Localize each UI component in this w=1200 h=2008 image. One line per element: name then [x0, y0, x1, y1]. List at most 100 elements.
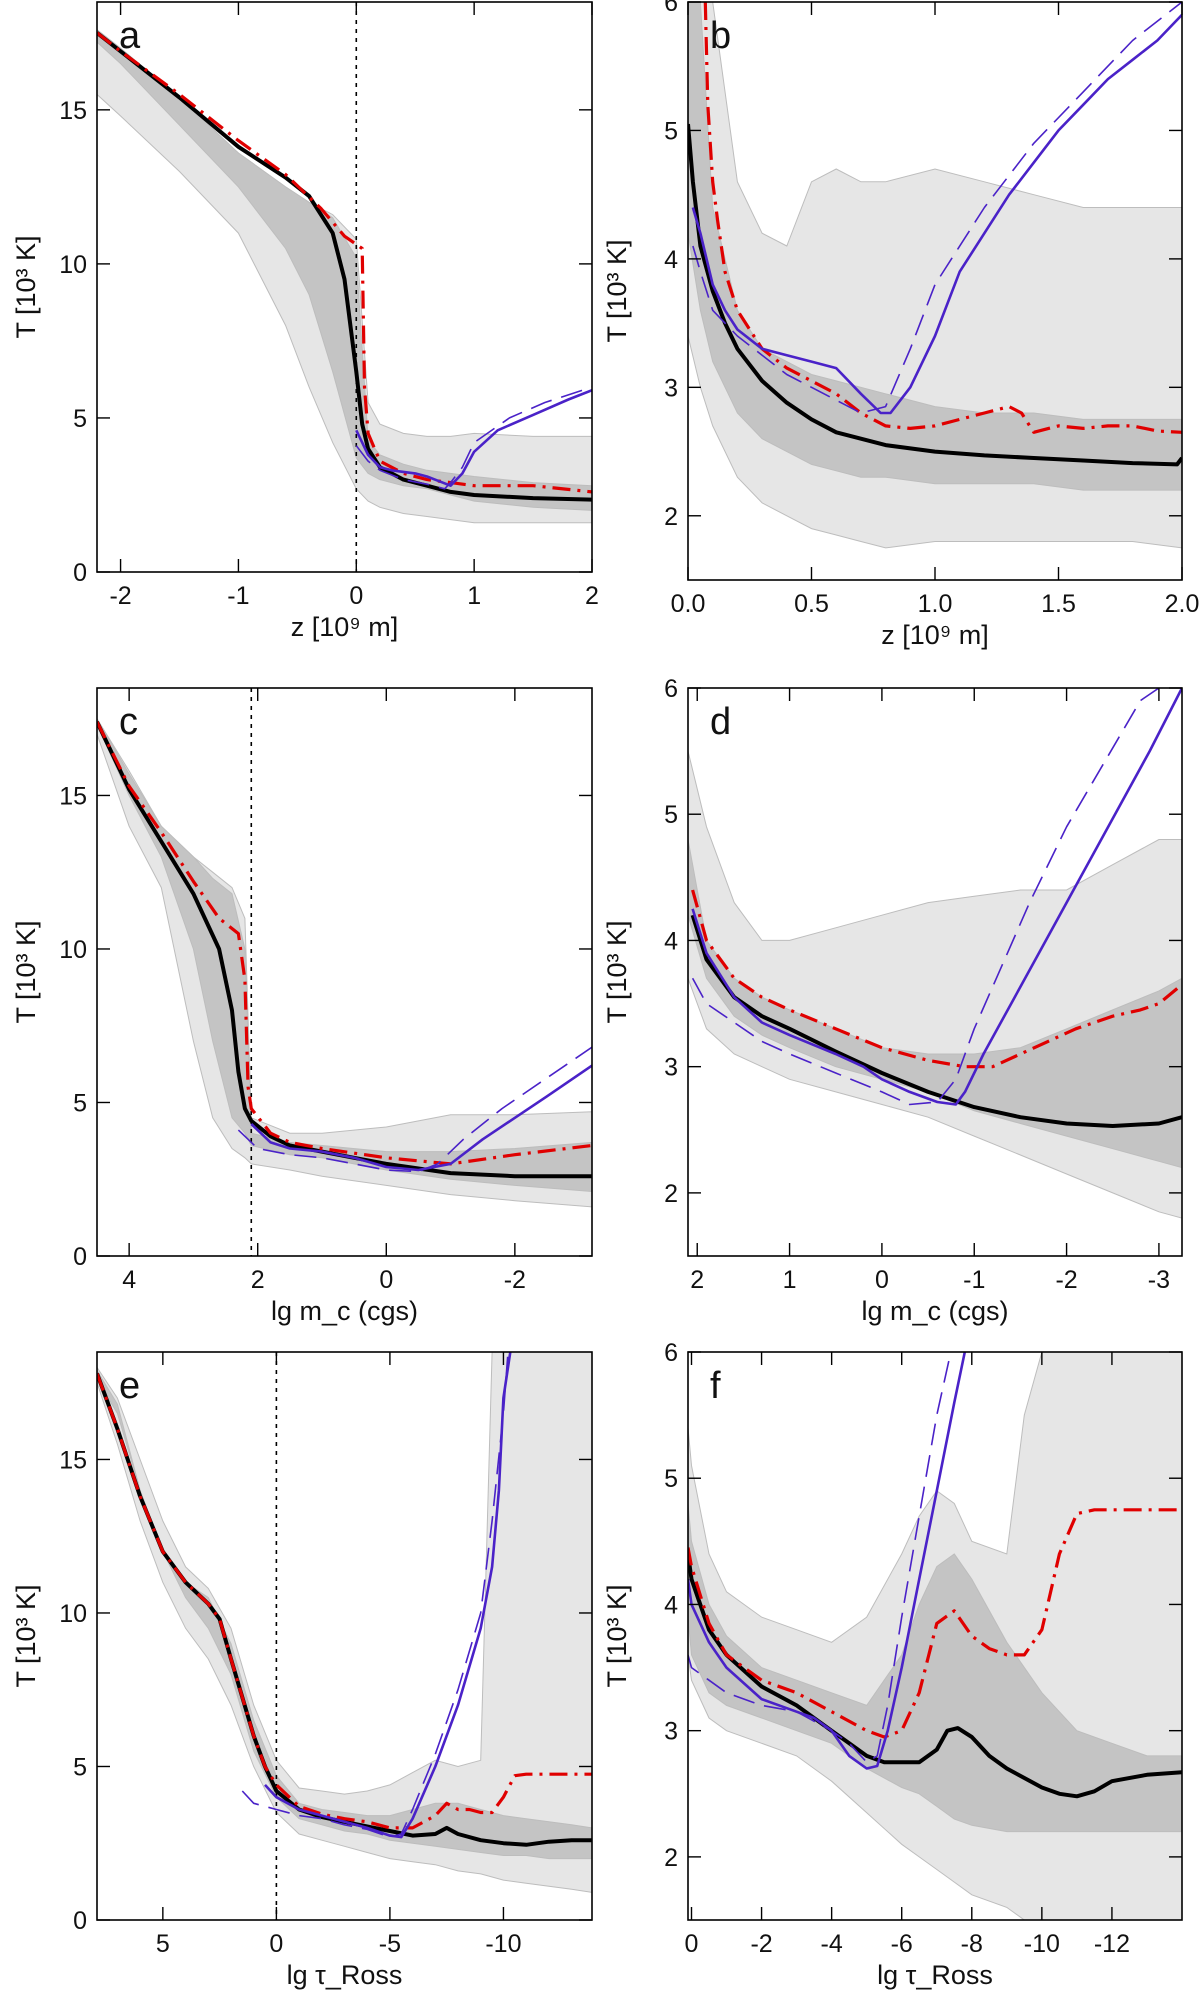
ytick-label-c: 5	[73, 1089, 87, 1117]
frame-d	[687, 687, 1183, 1257]
xtick-label-a: 2	[585, 582, 599, 610]
ytick-label-b: 3	[664, 374, 678, 402]
series-blue-c	[250, 1064, 592, 1172]
xlabel-b: z [10⁹ m]	[881, 620, 989, 650]
ytick-label-f: 2	[664, 1844, 678, 1872]
xtick-label-c: 0	[379, 1266, 393, 1294]
frame-f	[687, 1351, 1183, 1921]
xtick-label-d: -2	[1055, 1266, 1077, 1294]
plot-area-f	[688, 1352, 1182, 1920]
series-blue-dashed-c	[237, 1046, 592, 1173]
inner-band-f	[688, 1503, 1182, 1833]
ytick-label-c: 0	[73, 1243, 87, 1271]
xtick-label-d: 1	[783, 1266, 797, 1294]
ytick-label-d: 2	[664, 1180, 678, 1208]
xtick-label-a: -2	[109, 582, 131, 610]
series-blue-dashed-e	[241, 1352, 509, 1838]
ylabel-b: T [10³ K]	[602, 239, 632, 342]
xtick-label-a: 0	[349, 582, 363, 610]
panel-label-c: c	[119, 701, 138, 743]
series-blue-d	[691, 688, 1182, 1106]
series-red-c	[97, 721, 592, 1166]
panel-label-f: f	[710, 1365, 721, 1407]
panel-label-d: d	[710, 701, 731, 743]
xtick-label-f: -6	[891, 1930, 913, 1958]
xlabel-f: lg τ_Ross	[877, 1960, 993, 1990]
frame-a	[96, 1, 593, 573]
xtick-label-a: -1	[227, 582, 249, 610]
series-mean-a	[97, 31, 592, 502]
panel-b: 0.0 0.5 1.0 1.5 2.0 2 3 4 5 6 b z [10⁹ m] T [10³ K]	[602, 0, 1199, 650]
frame-e	[96, 1351, 593, 1921]
ytick-label-d: 4	[664, 927, 678, 955]
xtick-label-b: 2.0	[1165, 590, 1200, 618]
ytick-label-e: 5	[73, 1753, 87, 1781]
xlabel-a: z [10⁹ m]	[291, 612, 399, 642]
outer-band-e	[97, 1352, 592, 1893]
plot-area-e	[97, 1352, 592, 1920]
xtick-label-e: 0	[269, 1930, 283, 1958]
series-blue-dashed-a	[355, 386, 592, 490]
series-blue-a	[355, 388, 592, 488]
panel-a: -2 -1 0 1 2 0 5 10 15 a z [10⁹ m] T [10³ K]	[11, 1, 599, 642]
ytick-label-e: 15	[59, 1446, 87, 1474]
series-red-f	[688, 1508, 1182, 1739]
series-mean-b	[688, 123, 1182, 467]
xtick-label-f: -2	[750, 1930, 772, 1958]
xtick-label-d: -3	[1148, 1266, 1170, 1294]
series-red-d	[691, 889, 1182, 1069]
ytick-label-f: 6	[664, 1339, 678, 1367]
ytick-label-e: 0	[73, 1907, 87, 1935]
inner-band-d	[688, 839, 1182, 1169]
ytick-label-c: 15	[59, 782, 87, 810]
frame-c	[96, 687, 593, 1257]
xtick-label-b: 1.0	[918, 590, 953, 618]
ylabel-c: T [10³ K]	[11, 920, 41, 1023]
ylabel-f: T [10³ K]	[602, 1584, 632, 1687]
xtick-label-f: -8	[961, 1930, 983, 1958]
xtick-label-e: -5	[379, 1930, 401, 1958]
xtick-label-c: -2	[504, 1266, 526, 1294]
series-mean-f	[688, 1553, 1182, 1799]
ytick-label-a: 15	[59, 97, 87, 125]
xtick-label-b: 0.0	[671, 590, 706, 618]
panel-c: 4 2 0 -2 0 5 10 15 c lg m_c (cgs) T [10³ K]	[11, 687, 593, 1326]
xtick-label-d: -1	[963, 1266, 985, 1294]
ytick-label-d: 5	[664, 801, 678, 829]
ytick-label-a: 0	[73, 559, 87, 587]
xtick-label-d: 0	[875, 1266, 889, 1294]
plot-area-d	[688, 688, 1182, 1219]
xtick-label-a: 1	[467, 582, 481, 610]
xtick-label-d: 2	[690, 1266, 704, 1294]
ytick-label-d: 3	[664, 1054, 678, 1082]
panel-label-b: b	[710, 15, 731, 57]
xtick-label-c: 4	[122, 1266, 136, 1294]
series-red-a	[97, 31, 592, 494]
xlabel-c: lg m_c (cgs)	[271, 1296, 418, 1326]
series-blue-b	[691, 13, 1182, 415]
ylabel-e: T [10³ K]	[11, 1584, 41, 1687]
panel-f: 0 -2 -4 -6 -8 -10 -12 2 3 4 5 6 f lg τ_Ross T [10³ K]	[602, 1339, 1183, 1990]
panel-e: 5 0 -5 -10 0 5 10 15 e lg τ_Ross T [10³ K]	[11, 1351, 593, 1990]
plot-area-a	[97, 2, 592, 572]
xtick-label-f: -4	[821, 1930, 843, 1958]
panel-label-a: a	[119, 15, 141, 57]
ytick-label-d: 6	[664, 675, 678, 703]
panel-label-e: e	[119, 1365, 140, 1407]
outer-band-c	[97, 717, 592, 1208]
xtick-label-f: -10	[1024, 1930, 1060, 1958]
series-blue-dashed-f	[688, 1352, 952, 1763]
ytick-label-b: 6	[664, 0, 678, 17]
xtick-label-e: -10	[485, 1930, 521, 1958]
panel-d: 2 1 0 -1 -2 -3 2 3 4 5 6 d lg m_c (cgs) T [10³ K]	[602, 675, 1183, 1326]
inner-band-c	[97, 717, 592, 1193]
ytick-label-b: 4	[664, 246, 678, 274]
plot-area-c	[97, 688, 592, 1256]
inner-band-b	[688, 2, 1182, 491]
series-red-e	[97, 1372, 592, 1830]
series-mean-c	[97, 720, 592, 1179]
xtick-label-b: 0.5	[794, 590, 829, 618]
ytick-label-f: 3	[664, 1718, 678, 1746]
outer-band-d	[688, 750, 1182, 1219]
